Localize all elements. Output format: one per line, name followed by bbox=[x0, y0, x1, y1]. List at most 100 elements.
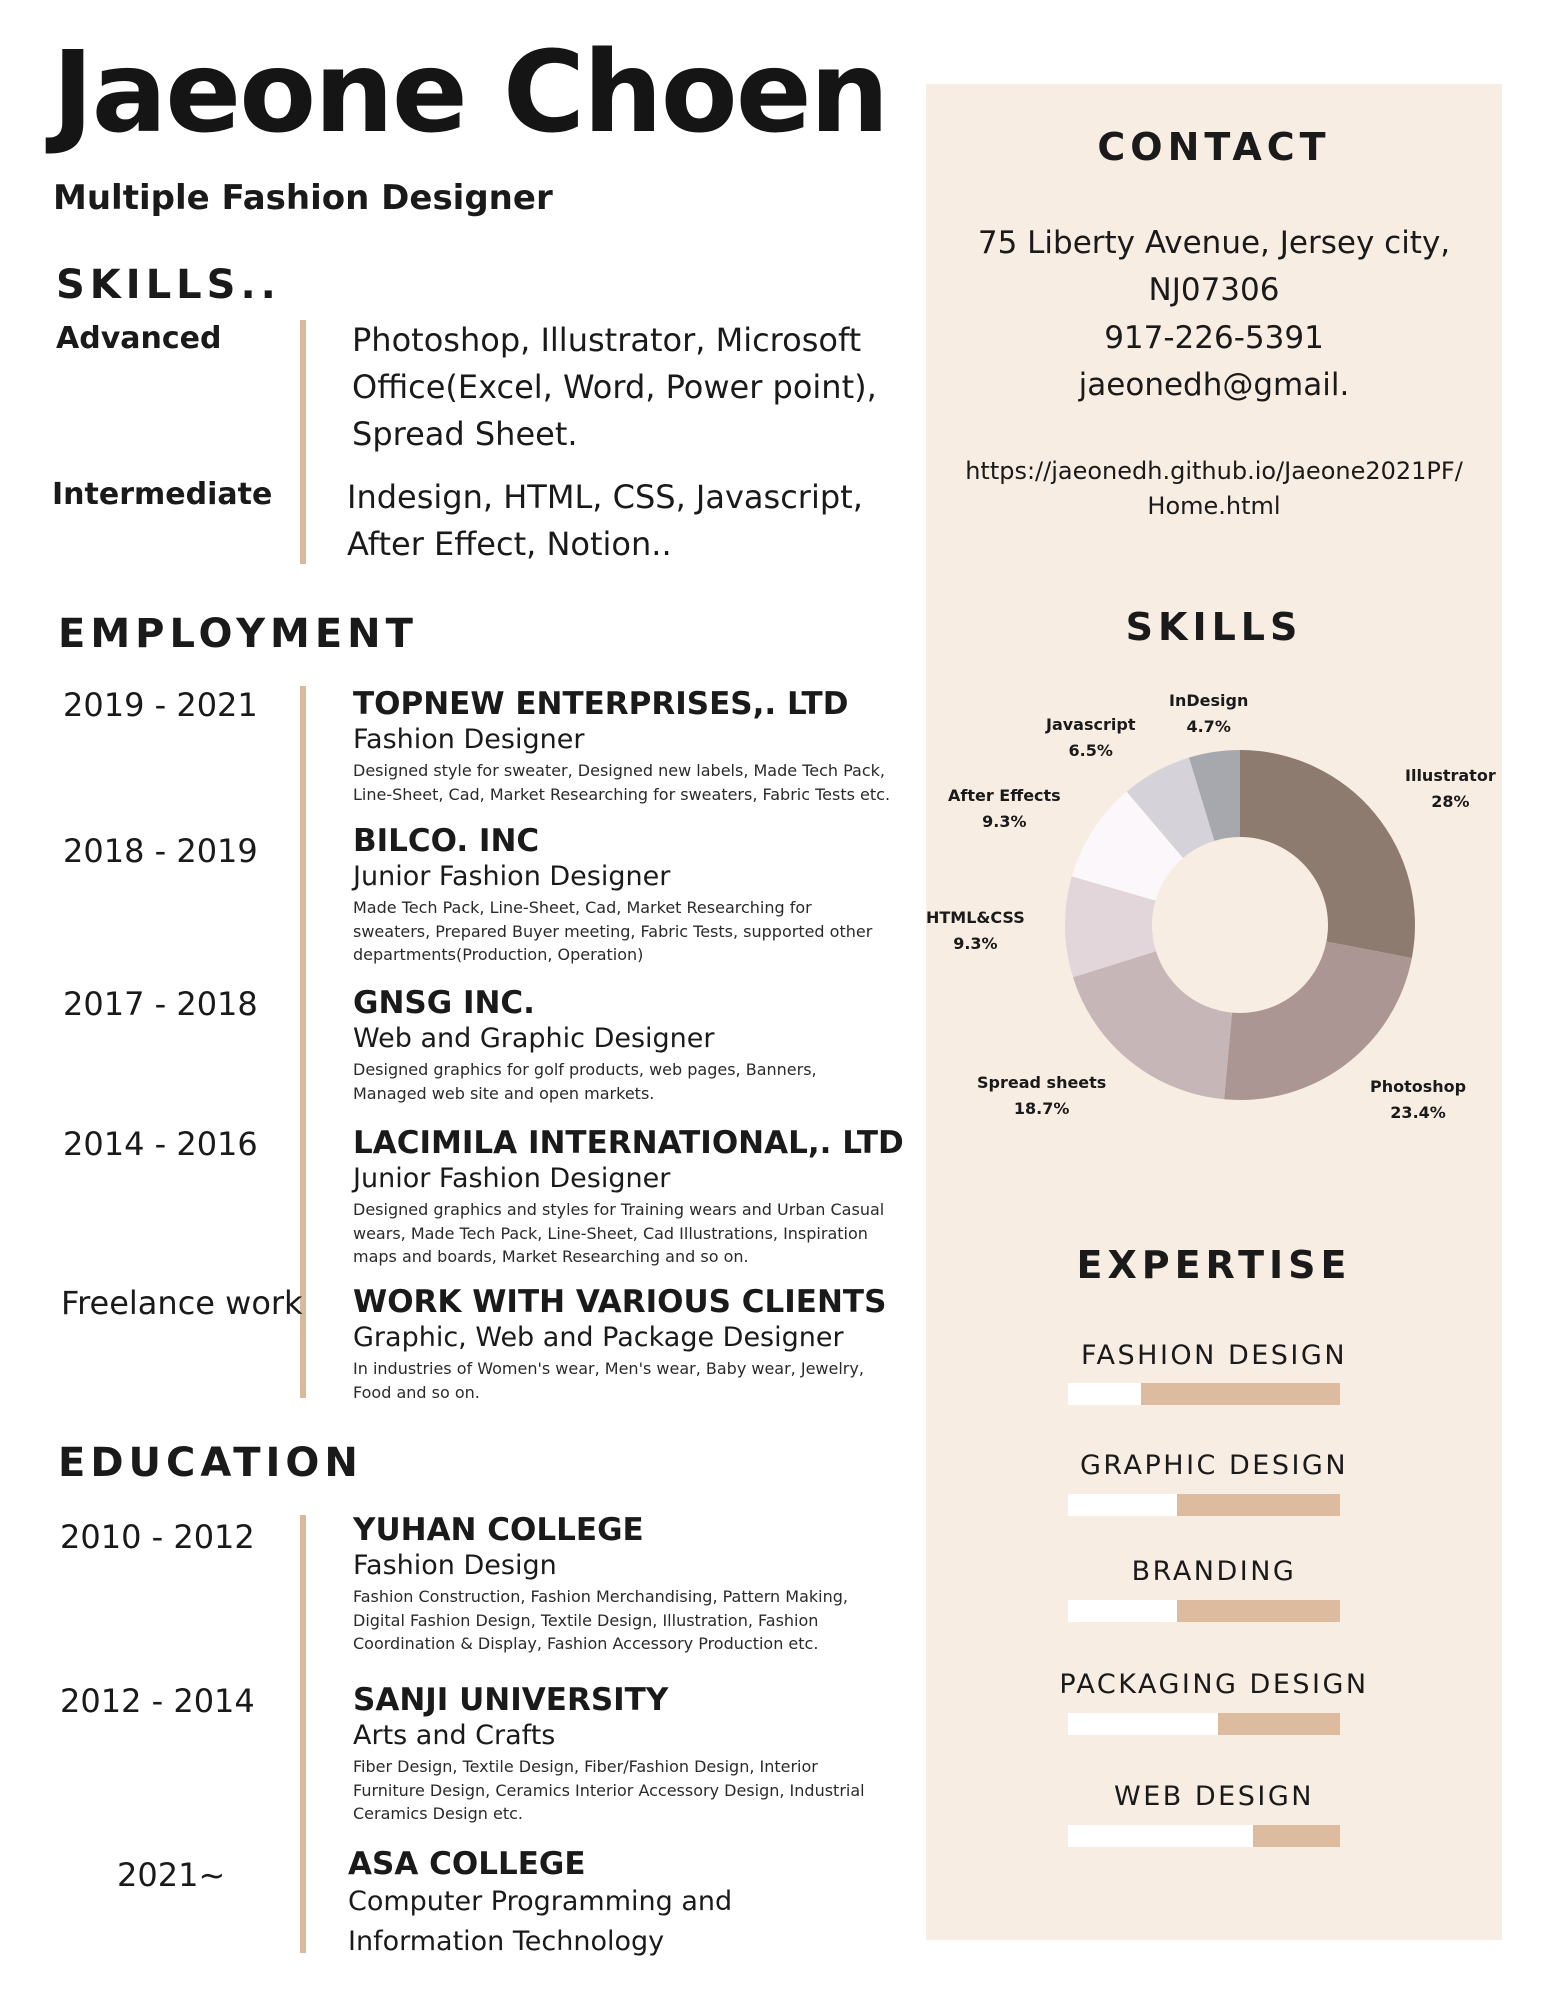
job-years: 2019 - 2021 bbox=[63, 686, 258, 724]
job-entry: TOPNEW ENTERPRISES,. LTD Fashion Designe… bbox=[353, 686, 913, 806]
expertise-bar bbox=[1068, 1825, 1340, 1847]
donut-slice-javascript bbox=[1126, 757, 1215, 858]
edu-description: Fiber Design, Textile Design, Fiber/Fash… bbox=[353, 1757, 865, 1823]
edu-years: 2012 - 2014 bbox=[60, 1682, 255, 1720]
job-entry: WORK WITH VARIOUS CLIENTS Graphic, Web a… bbox=[353, 1284, 913, 1404]
expertise-label: GRAPHIC DESIGN bbox=[1079, 1450, 1349, 1481]
expertise-bar-fill bbox=[1176, 1600, 1340, 1622]
skills-heading: SKILLS.. bbox=[56, 262, 281, 308]
chart-label-photoshop: Photoshop 23.4% bbox=[1370, 1074, 1466, 1126]
job-company: TOPNEW ENTERPRISES,. LTD bbox=[353, 686, 849, 722]
chart-label-javascript: Javascript 6.5% bbox=[1046, 712, 1135, 764]
donut-slice-html-css bbox=[1065, 876, 1157, 978]
job-company: GNSG INC. bbox=[353, 985, 535, 1021]
job-entry: GNSG INC. Web and Graphic Designer Desig… bbox=[353, 985, 913, 1105]
expertise-bar-fill bbox=[1176, 1494, 1340, 1516]
legend-value: 23.4% bbox=[1390, 1103, 1446, 1122]
expertise-label: BRANDING bbox=[1131, 1556, 1297, 1587]
job-role: Junior Fashion Designer bbox=[353, 1163, 671, 1194]
job-company: LACIMILA INTERNATIONAL,. LTD bbox=[353, 1125, 904, 1161]
contact-website-line1[interactable]: https://jaeonedh.github.io/Jaeone2021PF/ bbox=[965, 457, 1463, 485]
skills-divider bbox=[300, 320, 306, 564]
edu-entry: ASA COLLEGE Computer Programming and Inf… bbox=[348, 1846, 868, 1962]
job-entry: LACIMILA INTERNATIONAL,. LTD Junior Fash… bbox=[353, 1125, 913, 1269]
job-role: Fashion Designer bbox=[353, 724, 585, 755]
donut-slice-after-effects bbox=[1071, 791, 1184, 901]
legend-name: InDesign bbox=[1169, 691, 1249, 710]
legend-value: 6.5% bbox=[1068, 741, 1113, 760]
job-description: Designed style for sweater, Designed new… bbox=[353, 761, 891, 804]
legend-value: 18.7% bbox=[1013, 1099, 1070, 1118]
chart-label-indesign: InDesign 4.7% bbox=[1169, 688, 1248, 740]
expertise-bar-fill bbox=[1141, 1383, 1340, 1405]
job-role: Junior Fashion Designer bbox=[353, 861, 671, 892]
contact-address-line2: NJ07306 bbox=[1148, 272, 1280, 308]
legend-name: Javascript bbox=[1046, 715, 1136, 734]
legend-value: 4.7% bbox=[1186, 717, 1231, 736]
chart-label-spread-sheets: Spread sheets 18.7% bbox=[977, 1070, 1106, 1122]
chart-label-illustrator: Illustrator 28% bbox=[1405, 763, 1496, 815]
job-role: Web and Graphic Designer bbox=[353, 1023, 715, 1054]
edu-entry: SANJI UNIVERSITY Arts and Crafts Fiber D… bbox=[353, 1682, 913, 1826]
job-description: In industries of Women's wear, Men's wea… bbox=[353, 1359, 864, 1402]
job-company: WORK WITH VARIOUS CLIENTS bbox=[353, 1284, 887, 1320]
legend-name: Spread sheets bbox=[977, 1073, 1107, 1092]
expertise-bar bbox=[1068, 1600, 1340, 1622]
job-description: Designed graphics and styles for Trainin… bbox=[353, 1200, 885, 1266]
donut-slice-spread-sheets bbox=[1072, 951, 1232, 1100]
edu-description: Fashion Construction, Fashion Merchandis… bbox=[353, 1587, 848, 1653]
job-role: Graphic, Web and Package Designer bbox=[353, 1322, 844, 1353]
legend-name: Photoshop bbox=[1370, 1077, 1467, 1096]
expertise-label: WEB DESIGN bbox=[1114, 1781, 1314, 1812]
legend-name: HTML&CSS bbox=[926, 908, 1025, 927]
chart-label-html-css: HTML&CSS 9.3% bbox=[926, 905, 1025, 957]
contact-website-line2[interactable]: Home.html bbox=[1147, 492, 1281, 520]
job-company: BILCO. INC bbox=[353, 823, 540, 859]
expertise-bar bbox=[1068, 1713, 1340, 1735]
education-divider bbox=[300, 1515, 306, 1953]
skills-chart-title: SKILLS bbox=[1125, 605, 1303, 649]
employment-divider bbox=[300, 686, 306, 1398]
edu-major: Fashion Design bbox=[353, 1550, 557, 1581]
donut-slice-photoshop bbox=[1224, 941, 1412, 1100]
skill-list-intermediate: Indesign, HTML, CSS, Javascript, After E… bbox=[347, 478, 863, 563]
contact-heading: CONTACT bbox=[1097, 125, 1331, 169]
contact-address-line1: 75 Liberty Avenue, Jersey city, bbox=[977, 225, 1451, 261]
edu-entry: YUHAN COLLEGE Fashion Design Fashion Con… bbox=[353, 1512, 913, 1656]
contact-phone: 917-226-5391 bbox=[1104, 320, 1324, 356]
edu-major: Computer Programming and Information Tec… bbox=[348, 1886, 733, 1957]
edu-school: YUHAN COLLEGE bbox=[353, 1512, 644, 1548]
skills-donut-chart bbox=[1065, 750, 1415, 1100]
edu-years: 2021~ bbox=[117, 1856, 226, 1894]
contact-email: jaeonedh@gmail. bbox=[1078, 367, 1350, 403]
expertise-bar-fill bbox=[1217, 1713, 1340, 1735]
education-heading: EDUCATION bbox=[58, 1440, 363, 1486]
job-years: 2017 - 2018 bbox=[63, 985, 258, 1023]
expertise-bar bbox=[1068, 1383, 1340, 1405]
expertise-heading: EXPERTISE bbox=[1076, 1243, 1352, 1287]
skill-list-advanced: Photoshop, Illustrator, Microsoft Office… bbox=[352, 321, 877, 453]
skill-level-advanced: Advanced bbox=[56, 321, 222, 356]
legend-name: After Effects bbox=[948, 786, 1061, 805]
legend-value: 28% bbox=[1431, 792, 1470, 811]
donut-slice-indesign bbox=[1189, 750, 1240, 841]
donut-slice-illustrator bbox=[1240, 750, 1415, 959]
expertise-bar bbox=[1068, 1494, 1340, 1516]
expertise-bar-fill bbox=[1252, 1825, 1340, 1847]
job-years: 2018 - 2019 bbox=[63, 832, 258, 870]
job-entry: BILCO. INC Junior Fashion Designer Made … bbox=[353, 823, 913, 967]
edu-school: SANJI UNIVERSITY bbox=[353, 1682, 669, 1718]
chart-label-after-effects: After Effects 9.3% bbox=[948, 783, 1061, 835]
job-description: Made Tech Pack, Line-Sheet, Cad, Market … bbox=[353, 898, 873, 964]
legend-value: 9.3% bbox=[982, 812, 1027, 831]
legend-value: 9.3% bbox=[953, 934, 998, 953]
edu-school: ASA COLLEGE bbox=[348, 1846, 586, 1882]
employment-heading: EMPLOYMENT bbox=[58, 611, 418, 657]
name-heading: Jaeone Choen bbox=[52, 28, 889, 158]
expertise-label: FASHION DESIGN bbox=[1080, 1340, 1348, 1371]
skill-level-intermediate: Intermediate bbox=[52, 477, 273, 512]
job-years: Freelance work bbox=[61, 1284, 303, 1322]
edu-years: 2010 - 2012 bbox=[60, 1518, 255, 1556]
edu-major: Arts and Crafts bbox=[353, 1720, 556, 1751]
expertise-label: PACKAGING DESIGN bbox=[1059, 1669, 1369, 1700]
